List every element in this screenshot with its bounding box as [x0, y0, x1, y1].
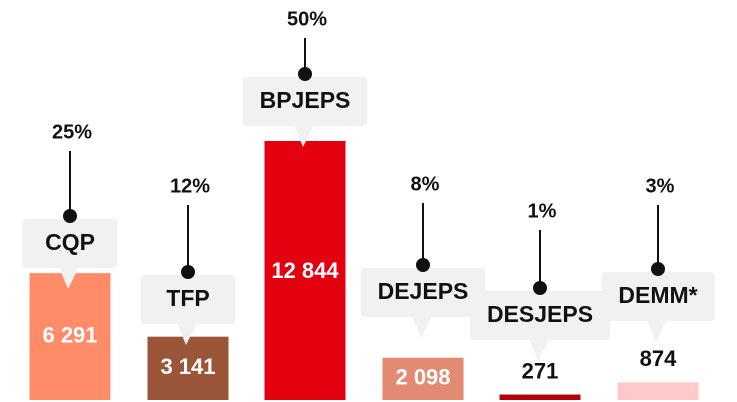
value-label: 3 141	[160, 354, 215, 379]
category-label: BPJEPS	[260, 87, 351, 113]
connector-dot	[651, 262, 665, 276]
label-pointer	[412, 316, 432, 338]
connector-dot	[181, 265, 195, 279]
category-label: TFP	[166, 285, 209, 311]
category-label: CQP	[45, 229, 95, 255]
value-label: 6 291	[42, 322, 97, 347]
bar	[147, 336, 229, 400]
percentage-label: 25%	[52, 121, 92, 143]
percentage-label: 8%	[411, 173, 440, 195]
value-label: 12 844	[271, 258, 339, 283]
value-label: 2 098	[395, 365, 450, 390]
bar	[499, 394, 581, 400]
category-label: DEMM*	[618, 282, 697, 308]
connector-dot	[533, 281, 547, 295]
connector-dot	[416, 258, 430, 272]
value-label: 874	[640, 346, 677, 371]
percentage-label: 3%	[646, 175, 675, 197]
label-pointer	[177, 323, 197, 345]
bar	[29, 273, 111, 400]
percentage-label: 1%	[528, 200, 557, 222]
label-box	[469, 291, 611, 340]
label-box	[601, 272, 715, 321]
bar	[617, 382, 699, 400]
label-pointer	[59, 267, 79, 289]
connector-dot	[298, 67, 312, 81]
percentage-label: 50%	[287, 8, 327, 30]
bar	[382, 357, 464, 400]
label-box	[242, 77, 368, 126]
label-box	[22, 219, 118, 268]
value-label: 271	[522, 358, 559, 383]
label-pointer	[294, 125, 314, 147]
label-box	[360, 268, 486, 317]
category-label: DESJEPS	[487, 301, 593, 327]
category-label: DEJEPS	[378, 278, 469, 304]
label-pointer	[529, 339, 549, 361]
bar	[264, 141, 346, 400]
connector-dot	[63, 209, 77, 223]
label-box	[140, 275, 236, 324]
label-pointer	[647, 320, 667, 342]
percentage-label: 12%	[170, 175, 210, 197]
